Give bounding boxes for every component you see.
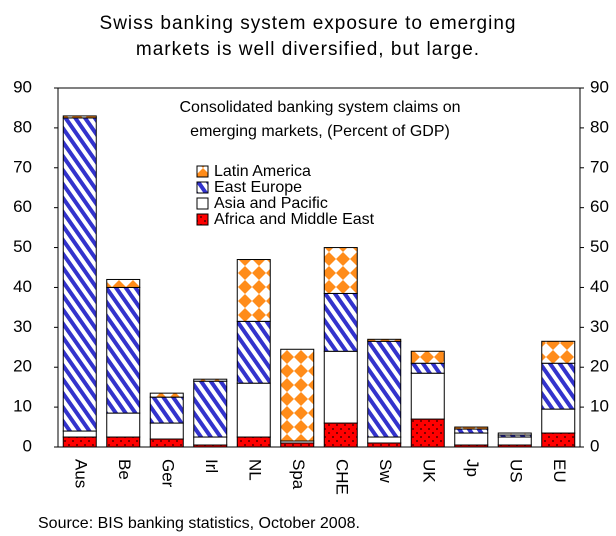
y-tick-label: 70 <box>13 157 32 176</box>
annotation: Consolidated banking system claims on <box>179 99 460 116</box>
bar-segment <box>236 382 271 438</box>
bar-segment <box>280 442 315 448</box>
bar-segment <box>454 426 489 430</box>
bar-segment <box>106 412 141 438</box>
x-tick-label: Jp <box>463 459 482 477</box>
source-note: Source: BIS banking statistics, October … <box>38 515 360 532</box>
y-tick-label: 30 <box>13 317 32 336</box>
y2-tick-label: 70 <box>590 157 609 176</box>
chart-title: Swiss banking system exposure to emergin… <box>100 13 517 34</box>
legend-swatch <box>196 213 209 226</box>
y2-tick-label: 30 <box>590 317 609 336</box>
x-tick-label: Irl <box>202 459 221 473</box>
x-tick-label: NL <box>245 459 264 481</box>
bar-segment <box>193 378 228 382</box>
y-tick-label: 90 <box>13 77 32 96</box>
chart-title: markets is well diversified, but large. <box>136 39 480 60</box>
x-tick-label: Ger <box>158 459 177 488</box>
bar-segment <box>106 436 141 448</box>
bar-segment <box>62 115 97 119</box>
bar-segment <box>323 422 358 448</box>
bar-segment <box>541 340 576 364</box>
x-tick-label: US <box>506 459 525 483</box>
y2-tick-label: 40 <box>590 277 609 296</box>
y-tick-label: 10 <box>13 397 32 416</box>
legend-label: East Europe <box>214 179 302 196</box>
bar-segment <box>541 408 576 434</box>
y-tick-label: 50 <box>13 237 32 256</box>
bar-segment <box>193 436 228 446</box>
legend-label: Africa and Middle East <box>214 211 375 228</box>
bar-segment <box>454 432 489 446</box>
y2-tick-label: 20 <box>590 357 609 376</box>
y-tick-label: 80 <box>13 117 32 136</box>
bar-segment <box>323 247 358 294</box>
bar-segment <box>106 286 141 414</box>
x-tick-label: EU <box>550 459 569 483</box>
bar-segment <box>280 348 315 442</box>
bar-segment <box>106 278 141 288</box>
y2-tick-label: 60 <box>590 197 609 216</box>
y2-tick-label: 80 <box>590 117 609 136</box>
bar-segment <box>410 362 445 374</box>
bar-segment <box>367 340 402 438</box>
bar-segment <box>410 418 445 448</box>
y2-tick-label: 90 <box>590 77 609 96</box>
y2-tick-label: 0 <box>590 436 599 455</box>
x-tick-label: Spa <box>289 459 308 490</box>
bar-segment <box>367 338 402 342</box>
bar-segment <box>149 422 184 440</box>
bar-segment <box>323 292 358 352</box>
bar-segment <box>410 372 445 420</box>
x-tick-label: UK <box>419 459 438 483</box>
y2-tick-label: 50 <box>590 237 609 256</box>
bar-segment <box>62 117 97 432</box>
bar-segment <box>367 442 402 448</box>
bar-segment <box>497 432 532 436</box>
bar-segment <box>323 350 358 424</box>
annotation: emerging markets, (Percent of GDP) <box>190 123 450 140</box>
bar-segment <box>149 392 184 398</box>
legend-swatch <box>196 165 209 178</box>
y-tick-label: 40 <box>13 277 32 296</box>
bar-segment <box>541 362 576 410</box>
bar-segment <box>62 430 97 438</box>
bar-segment <box>149 396 184 424</box>
bar-segment <box>367 436 402 444</box>
bar-segment <box>454 428 489 434</box>
bar-segment <box>236 436 271 448</box>
legend-label: Asia and Pacific <box>214 195 328 212</box>
bar-segment <box>236 320 271 384</box>
bar-segment <box>236 259 271 322</box>
y2-tick-label: 10 <box>590 397 609 416</box>
bar-segment <box>149 438 184 448</box>
x-tick-label: CHE <box>332 459 351 495</box>
bar-segment <box>497 436 532 446</box>
y-tick-label: 20 <box>13 357 32 376</box>
legend-swatch <box>196 197 209 210</box>
bar-segment <box>410 350 445 364</box>
bar-segment <box>62 436 97 448</box>
x-tick-label: Sw <box>376 459 395 483</box>
x-tick-label: Aus <box>71 459 90 488</box>
y-tick-label: 0 <box>23 436 32 455</box>
x-tick-label: Be <box>115 459 134 480</box>
legend-swatch <box>196 181 209 194</box>
y-tick-label: 60 <box>13 197 32 216</box>
bar-segment <box>193 380 228 438</box>
legend-label: Latin America <box>214 163 311 180</box>
bar-segment <box>541 432 576 448</box>
